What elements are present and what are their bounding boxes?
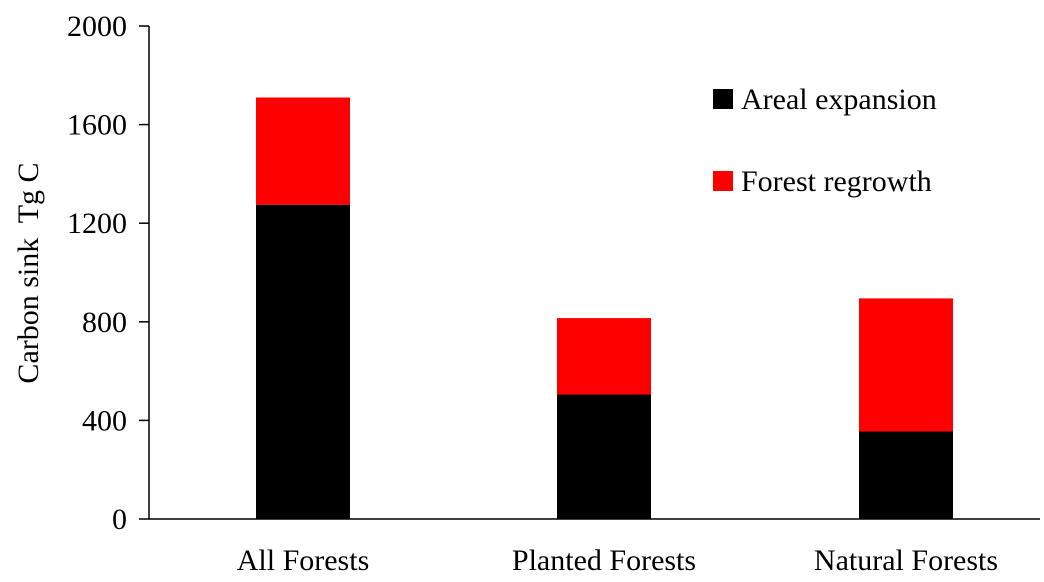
x-tick-label: Natural Forests (814, 544, 998, 577)
legend-swatch (713, 89, 733, 109)
x-tick-label: All Forests (237, 544, 370, 577)
bar-forest-regrowth-natural-forests (859, 298, 953, 432)
legend-label: Forest regrowth (741, 165, 932, 198)
bar-forest-regrowth-all-forests (256, 97, 350, 205)
bar-forest-regrowth-planted-forests (557, 318, 651, 395)
y-tick-label: 2000 (67, 10, 127, 43)
y-tick-label: 1600 (67, 109, 127, 142)
y-tick-label: 400 (82, 404, 127, 437)
bars (256, 97, 953, 519)
y-tick-label: 1200 (67, 207, 127, 240)
y-tick-label: 0 (112, 503, 127, 536)
x-tick-label: Planted Forests (512, 544, 696, 577)
bar-areal-expansion-all-forests (256, 204, 350, 519)
y-tick-label: 800 (82, 306, 127, 339)
legend: Areal expansion Forest regrowth (713, 83, 937, 198)
bar-areal-expansion-planted-forests (557, 394, 651, 519)
y-axis-title: Carbon sink Tg C (12, 162, 45, 383)
x-tick-labels: All Forests Planted Forests Natural Forest… (237, 544, 998, 577)
bar-areal-expansion-natural-forests (859, 431, 953, 519)
legend-label: Areal expansion (741, 83, 937, 116)
legend-swatch (713, 171, 733, 191)
y-ticks: 0 400 800 1200 1600 2000 (67, 10, 149, 536)
